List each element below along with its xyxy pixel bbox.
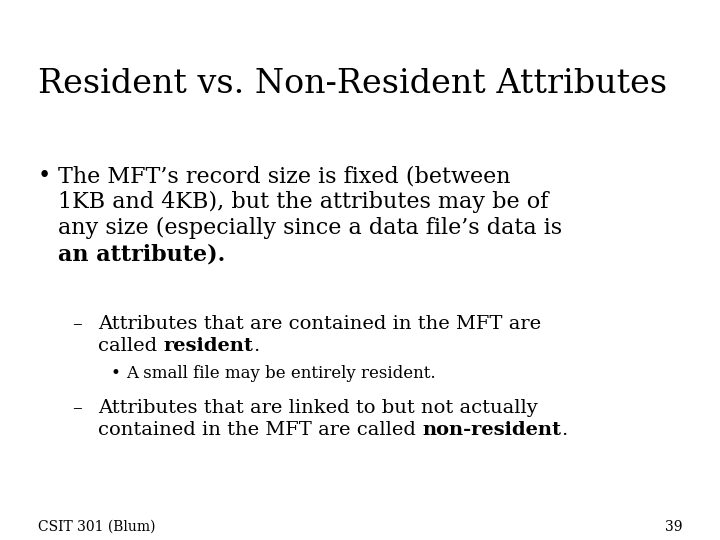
Text: non-resident: non-resident [422,421,561,439]
Text: Attributes that are contained in the MFT are: Attributes that are contained in the MFT… [98,315,541,333]
Text: –: – [72,315,82,333]
Text: an attribute).: an attribute). [58,243,225,265]
Text: any size (especially since a data file’s data is: any size (especially since a data file’s… [58,217,562,239]
Text: A small file may be entirely resident.: A small file may be entirely resident. [126,365,436,382]
Text: CSIT 301 (Blum): CSIT 301 (Blum) [38,520,156,534]
Text: .: . [561,421,567,439]
Text: contained in the MFT are called: contained in the MFT are called [98,421,422,439]
Text: Resident vs. Non-Resident Attributes: Resident vs. Non-Resident Attributes [38,68,667,100]
Text: 1KB and 4KB), but the attributes may be of: 1KB and 4KB), but the attributes may be … [58,191,549,213]
Text: resident: resident [163,337,253,355]
Text: –: – [72,399,82,417]
Text: •: • [38,165,51,187]
Text: •: • [110,365,120,382]
Text: .: . [253,337,259,355]
Text: The MFT’s record size is fixed (between: The MFT’s record size is fixed (between [58,165,510,187]
Text: 39: 39 [665,520,682,534]
Text: Attributes that are linked to but not actually: Attributes that are linked to but not ac… [98,399,538,417]
Text: called: called [98,337,163,355]
